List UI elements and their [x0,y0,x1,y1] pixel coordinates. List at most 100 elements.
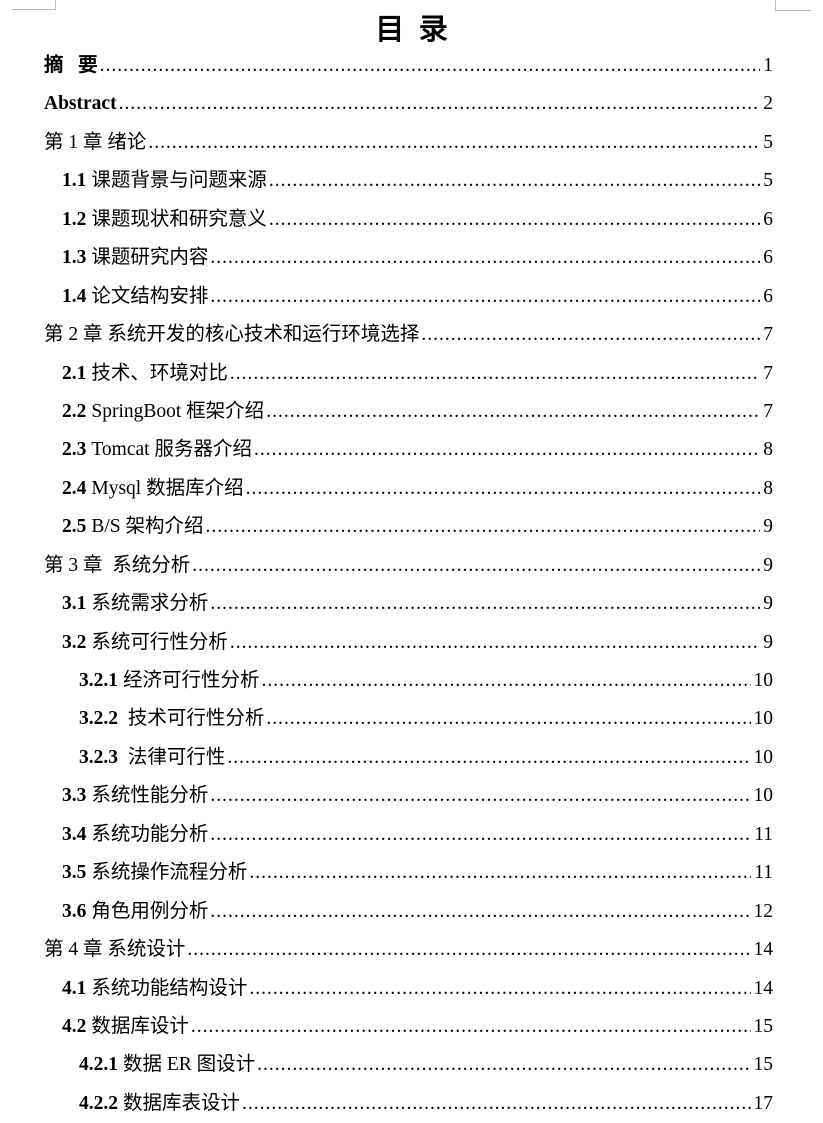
toc-entry-label: 系统性能分析 [91,785,209,807]
toc-entry-label: 角色用例分析 [91,900,209,922]
toc-entry[interactable]: 第 2 章 系统开发的核心技术和运行环境选择 7 [44,316,773,354]
toc-entry-page: 15 [753,1054,774,1076]
toc-entry[interactable]: 2.3 Tomcat 服务器介绍 8 [44,431,773,469]
toc-entry-label: B/S 架构介绍 [91,516,204,538]
toc-entry-page: 9 [763,593,773,615]
page-margin-mark-left-icon [12,0,56,10]
toc-entry[interactable]: 4.2 数据库设计 15 [44,1008,773,1046]
dot-leader [242,1085,750,1123]
toc-entry-label: 课题背景与问题来源 [91,170,267,192]
toc-entry[interactable]: 3.2.2 技术可行性分析 10 [44,700,773,738]
dot-leader [148,124,760,162]
toc-entry[interactable]: 4.1 系统功能结构设计 14 [44,970,773,1008]
toc-entry-number: 1.3 [62,247,87,269]
toc-entry-page: 17 [753,1092,774,1114]
toc-entry-page: 5 [763,131,773,153]
toc-entry-number: 3.2.1 [79,670,118,691]
toc-entry-page: 10 [753,746,774,768]
toc-entry-page: 11 [754,823,773,845]
toc-entry-page: 9 [763,554,773,576]
dot-leader [210,893,750,931]
toc-entry[interactable]: 2.5 B/S 架构介绍 9 [44,508,773,546]
toc-entry-page: 9 [763,516,773,538]
toc-entry-number: 3.4 [62,823,87,845]
toc-entry[interactable]: 摘 要 1 [44,47,773,85]
toc-entry[interactable]: 4.2.1 数据 ER 图设计 15 [44,1046,773,1084]
toc-entry-label: 系统可行性分析 [91,631,228,653]
dot-leader [100,47,761,85]
toc-entry-number: 2.4 [62,477,87,499]
toc-entry-number: 3.1 [62,593,87,615]
toc-entry-page: 7 [763,362,773,384]
dot-leader [210,777,750,815]
dot-leader [269,162,760,200]
toc-entry-label: 数据 ER 图设计 [123,1054,256,1076]
toc-entry[interactable]: Abstract 2 [44,85,773,123]
toc-entry-number: 3.3 [62,785,87,807]
toc-entry[interactable]: 3.2.1 经济可行性分析 10 [44,662,773,700]
dot-leader [210,278,760,316]
toc-entry-number: 4.2.2 [79,1092,118,1114]
page-margin-mark-right-icon [775,0,811,11]
toc-entry-page: 14 [753,977,774,999]
toc-entry[interactable]: 1.2 课题现状和研究意义 6 [44,201,773,239]
dot-leader [262,662,751,700]
toc-entries: 摘 要 1 Abstract 2 第 1 章 绪论 5 1.1 课题背景与问题来… [44,47,773,1123]
toc-entry[interactable]: 3.2.3 法律可行性 10 [44,739,773,777]
toc-entry-label: 经济可行性分析 [123,670,260,691]
toc-entry-label: Tomcat 服务器介绍 [91,439,252,461]
dot-leader [230,355,760,393]
toc-entry[interactable]: 3.1 系统需求分析 9 [44,585,773,623]
toc-entry[interactable]: 第 1 章 绪论 5 [44,124,773,162]
toc-entry-label: 第 3 章 系统分析 [44,554,191,576]
toc-entry[interactable]: 3.2 系统可行性分析 9 [44,624,773,662]
toc-entry-label: 课题研究内容 [91,247,209,269]
dot-leader [421,316,760,354]
toc-entry-number: 3.2.2 [79,708,118,730]
toc-entry[interactable]: 4.2.2 数据库表设计 17 [44,1085,773,1123]
toc-entry[interactable]: 第 3 章 系统分析 9 [44,547,773,585]
toc-entry-label: 系统操作流程分析 [91,862,248,884]
toc-entry[interactable]: 2.1 技术、环境对比 7 [44,355,773,393]
toc-entry[interactable]: 3.4 系统功能分析 11 [44,816,773,854]
toc-entry-number: 2.2 [62,400,87,422]
toc-entry[interactable]: 1.3 课题研究内容 6 [44,239,773,277]
toc-entry-label: SpringBoot 框架介绍 [91,400,265,422]
dot-leader [227,739,750,777]
toc-entry[interactable]: 1.4 论文结构安排 6 [44,278,773,316]
toc-entry-label: 第 4 章 系统设计 [44,939,186,961]
page-title: 目 录 [375,14,448,46]
dot-leader [119,85,761,123]
toc-entry-number: 1.4 [62,285,87,307]
toc-entry[interactable]: 1.1 课题背景与问题来源 5 [44,162,773,200]
toc-entry-label: 数据库表设计 [123,1092,241,1114]
dot-leader [269,201,760,239]
toc-entry-label: 技术、环境对比 [91,362,228,384]
toc-entry-number: 2.1 [62,362,87,384]
toc-entry[interactable]: 3.3 系统性能分析 10 [44,777,773,815]
toc-entry-number: 4.1 [62,977,87,999]
toc-entry[interactable]: 2.4 Mysql 数据库介绍 8 [44,470,773,508]
toc-entry-page: 11 [754,862,773,884]
toc-entry-page: 10 [753,708,774,730]
toc-entry-page: 15 [753,1015,774,1037]
toc-entry-page: 6 [763,247,773,269]
dot-leader [266,393,760,431]
toc-entry-page: 1 [763,55,773,76]
toc-entry[interactable]: 3.5 系统操作流程分析 11 [44,854,773,892]
toc-entry-label: 系统功能分析 [91,823,209,845]
toc-entry-number: 1.1 [62,170,87,192]
toc-entry-page: 5 [763,170,773,192]
toc-entry-page: 7 [763,400,773,422]
toc-entry[interactable]: 2.2 SpringBoot 框架介绍 7 [44,393,773,431]
toc-entry-number: 3.6 [62,900,87,922]
toc-entry-page: 8 [763,439,773,461]
dot-leader [192,547,760,585]
dot-leader [246,470,761,508]
toc-entry[interactable]: 第 4 章 系统设计 14 [44,931,773,969]
dot-leader [206,508,761,546]
toc-entry-label: 课题现状和研究意义 [91,208,267,230]
toc-entry[interactable]: 3.6 角色用例分析 12 [44,893,773,931]
dot-leader [249,970,750,1008]
